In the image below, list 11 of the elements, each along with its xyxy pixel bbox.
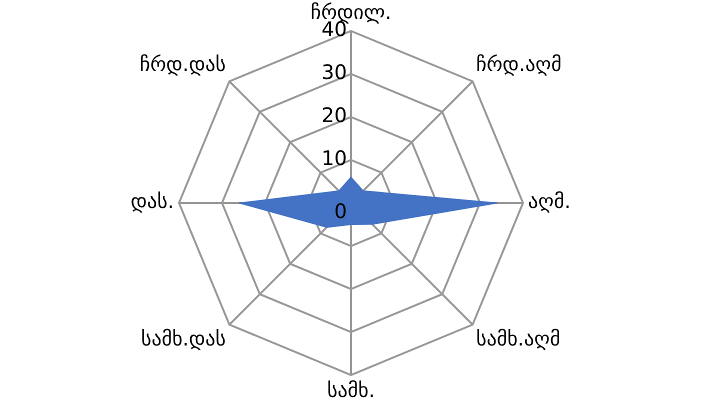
spoke-label: სამხ.დას [141,326,226,350]
y-tick-label: 10 [322,146,347,170]
spoke-label: სამხ. [327,378,375,402]
spoke-label: ჩრდ.აღმ [476,52,562,76]
spoke-label: სამხ.აღმ [476,326,560,350]
y-tick-label: 20 [322,103,347,128]
y-tick-label: 30 [322,60,347,84]
spoke-label: დას. [130,189,174,214]
spoke-label: ჩრდ.დას [140,52,226,76]
y-tick-label: 0 [334,199,347,224]
spoke-label: აღმ. [528,189,571,214]
